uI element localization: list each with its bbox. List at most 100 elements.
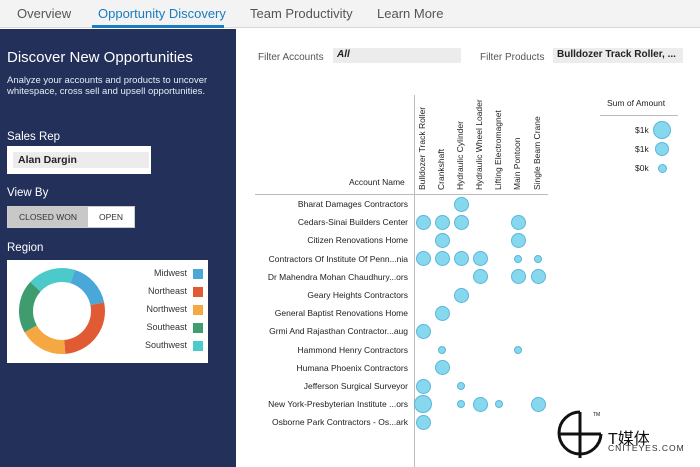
matrix-bubble[interactable]: [530, 396, 546, 412]
account-row-label[interactable]: New York-Presbyterian Institute ...ors: [268, 399, 408, 410]
account-row-label[interactable]: Contractors Of Institute Of Penn...nia: [268, 253, 408, 264]
legend-swatch-northeast: [193, 287, 203, 297]
legend-label-midwest: Midwest: [153, 268, 187, 278]
filter-accounts-label: Filter Accounts: [258, 52, 324, 63]
matrix-bubble[interactable]: [472, 269, 488, 285]
donut-slice-northwest[interactable]: [24, 324, 66, 354]
tab-opportunity-discovery[interactable]: Opportunity Discovery: [98, 6, 226, 21]
donut-slice-southwest[interactable]: [30, 268, 75, 292]
filter-accounts-input[interactable]: All: [333, 48, 461, 63]
product-header-4: Lifting Electromagnet: [493, 110, 503, 190]
region-label: Region: [7, 242, 44, 254]
sidebar: Discover New Opportunities Analyze your …: [0, 29, 236, 467]
header-divider: [255, 194, 548, 195]
matrix-bubble[interactable]: [453, 196, 469, 212]
product-header-0: Bulldozer Track Roller: [417, 106, 427, 190]
view-by-toggle: CLOSED WON OPEN: [7, 206, 135, 228]
matrix-bubble[interactable]: [434, 305, 450, 321]
matrix-bubble[interactable]: [457, 400, 465, 409]
matrix-bubble[interactable]: [453, 287, 469, 303]
tab-learn-more[interactable]: Learn More: [377, 6, 444, 21]
matrix-bubble[interactable]: [534, 254, 542, 263]
tab-overview[interactable]: Overview: [17, 6, 72, 21]
account-row-label[interactable]: General Baptist Renovations Home: [274, 308, 408, 319]
matrix-bubble[interactable]: [472, 396, 488, 412]
matrix-bubble[interactable]: [510, 214, 526, 230]
size-legend-title: Sum of Amount: [607, 98, 666, 108]
account-row-label[interactable]: Hammond Henry Contractors: [297, 344, 408, 355]
legend-swatch-southwest: [193, 341, 203, 351]
legend-midwest[interactable]: Midwest: [127, 268, 207, 280]
filter-products-label: Filter Products: [480, 52, 545, 63]
account-name-header: Account Name: [349, 177, 405, 187]
account-row-label[interactable]: Citizen Renovations Home: [307, 235, 408, 246]
account-row-label[interactable]: Dr Mahendra Mohan Chaudhury...ors: [267, 271, 408, 282]
matrix-bubble[interactable]: [510, 269, 526, 285]
trademark-mark: TM: [593, 412, 600, 418]
matrix-bubble[interactable]: [415, 414, 431, 430]
donut-slice-northeast[interactable]: [63, 302, 105, 354]
matrix-bubble[interactable]: [415, 378, 431, 394]
matrix-bubble[interactable]: [415, 214, 431, 230]
tmedia-logo: TM: [557, 410, 603, 458]
matrix-bubble[interactable]: [434, 251, 450, 267]
matrix-bubble[interactable]: [472, 251, 488, 267]
legend-swatch-southeast: [193, 323, 203, 333]
active-tab-indicator: [92, 25, 224, 28]
matrix-bubble[interactable]: [438, 345, 446, 354]
size-legend-label: $1k: [635, 125, 649, 135]
matrix-bubble[interactable]: [453, 251, 469, 267]
account-row-label[interactable]: Bharat Damages Contractors: [297, 199, 408, 209]
open-toggle[interactable]: OPEN: [98, 212, 124, 222]
product-header-5: Main Pontoon: [512, 137, 522, 190]
matrix-bubble[interactable]: [514, 254, 522, 263]
donut-slice-southeast[interactable]: [19, 282, 41, 333]
matrix-bubble[interactable]: [434, 232, 450, 248]
account-row-label[interactable]: Osborne Park Contractors - Os...ark: [271, 417, 408, 428]
sidebar-title: Discover New Opportunities: [7, 49, 193, 66]
column-divider: [414, 95, 415, 467]
top-nav: Overview Opportunity Discovery Team Prod…: [0, 0, 700, 28]
matrix-bubble[interactable]: [414, 395, 432, 414]
size-legend-label: $0k: [635, 163, 649, 173]
matrix-bubble[interactable]: [415, 323, 431, 339]
account-row-label[interactable]: Jefferson Surgical Surveyor: [303, 381, 408, 391]
product-header-2: Hydraulic Cylinder: [455, 121, 465, 190]
closed-won-toggle[interactable]: CLOSED WON: [8, 207, 88, 227]
matrix-bubble[interactable]: [495, 400, 503, 409]
filter-products-input[interactable]: Bulldozer Track Roller, ...: [553, 48, 683, 63]
size-legend-divider: [600, 115, 678, 116]
legend-northwest[interactable]: Northwest: [127, 304, 207, 316]
matrix-bubble[interactable]: [457, 382, 465, 390]
region-donut-chart[interactable]: [7, 260, 117, 363]
donut-slice-midwest[interactable]: [70, 269, 105, 306]
watermark-text: T媒体: [608, 431, 650, 448]
matrix-bubble[interactable]: [434, 360, 450, 376]
account-row-label[interactable]: Humana Phoenix Contractors: [296, 362, 408, 373]
product-header-6: Single Beam Crane: [532, 116, 542, 190]
matrix-bubble[interactable]: [514, 345, 522, 354]
account-row-label[interactable]: Grmi And Rajasthan Contractor...aug: [269, 326, 408, 337]
legend-label-northwest: Northwest: [146, 304, 187, 314]
matrix-bubble[interactable]: [453, 214, 469, 230]
legend-label-northeast: Northeast: [147, 286, 187, 296]
size-legend-bubble: [655, 142, 669, 156]
size-legend-bubble: [657, 163, 667, 173]
sales-rep-select[interactable]: Alan Dargin: [13, 152, 149, 168]
tab-team-productivity[interactable]: Team Productivity: [250, 6, 353, 21]
legend-label-southwest: Southwest: [144, 340, 187, 350]
legend-southeast[interactable]: Southeast: [127, 322, 207, 334]
sidebar-description: Analyze your accounts and products to un…: [7, 75, 208, 97]
matrix-bubble[interactable]: [510, 232, 526, 248]
product-header-1: Crankshaft: [436, 148, 446, 190]
matrix-bubble[interactable]: [434, 214, 450, 230]
account-row-label[interactable]: Geary Heights Contractors: [307, 290, 408, 300]
legend-southwest[interactable]: Southwest: [127, 340, 207, 352]
legend-label-southeast: Southeast: [146, 322, 187, 332]
matrix-bubble[interactable]: [530, 269, 546, 285]
watermark-subtext: CNITEYES.COM: [608, 443, 685, 453]
matrix-bubble[interactable]: [415, 251, 431, 267]
legend-northeast[interactable]: Northeast: [127, 286, 207, 298]
size-legend-bubble: [653, 121, 671, 139]
account-row-label[interactable]: Cedars-Sinai Builders Center: [297, 217, 408, 228]
